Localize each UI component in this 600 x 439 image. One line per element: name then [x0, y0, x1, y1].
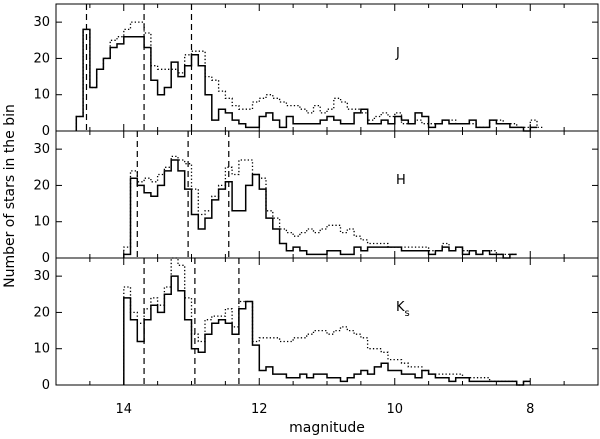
panels-layer: 0 10 20 30 J 0 10 20 30 H 0 10 20 30 Ks	[33, 3, 599, 393]
y-tick-label: 0	[42, 251, 50, 266]
histogram-solid	[75, 28, 537, 132]
y-tick-label: 30	[33, 142, 50, 157]
y-tick-label: 20	[33, 305, 50, 320]
y-tick-label: 30	[33, 269, 50, 284]
y-tick-label: 30	[33, 15, 50, 30]
panel-label: H	[396, 173, 406, 188]
histogram-dotted	[75, 21, 544, 131]
histogram-solid	[123, 275, 531, 386]
y-tick-label: 0	[42, 378, 50, 393]
y-axis-label: Number of stars in the bin	[2, 104, 18, 288]
histogram-dotted	[123, 257, 531, 386]
x-axis-label: magnitude	[289, 420, 365, 436]
x-tick-label: 12	[251, 402, 268, 417]
panel-k: 0 10 20 30 Ks	[33, 257, 599, 393]
y-tick-label: 20	[33, 178, 50, 193]
panel-label-subscript: s	[405, 308, 410, 319]
y-tick-label: 10	[33, 342, 50, 357]
x-tick-label: 14	[115, 402, 132, 417]
panel-label: Ks	[396, 300, 410, 319]
y-tick-label: 10	[33, 88, 50, 103]
panel-j: 0 10 20 30 J	[33, 3, 599, 139]
y-tick-label: 0	[42, 124, 50, 139]
x-axis: 14 12 10 8	[115, 402, 534, 417]
y-tick-label: 10	[33, 215, 50, 230]
histogram-solid	[123, 159, 517, 259]
panel-label: J	[395, 46, 400, 61]
panel-h: 0 10 20 30 H	[33, 130, 599, 266]
x-tick-label: 8	[526, 402, 534, 417]
x-tick-label: 10	[386, 402, 403, 417]
y-tick-label: 20	[33, 51, 50, 66]
